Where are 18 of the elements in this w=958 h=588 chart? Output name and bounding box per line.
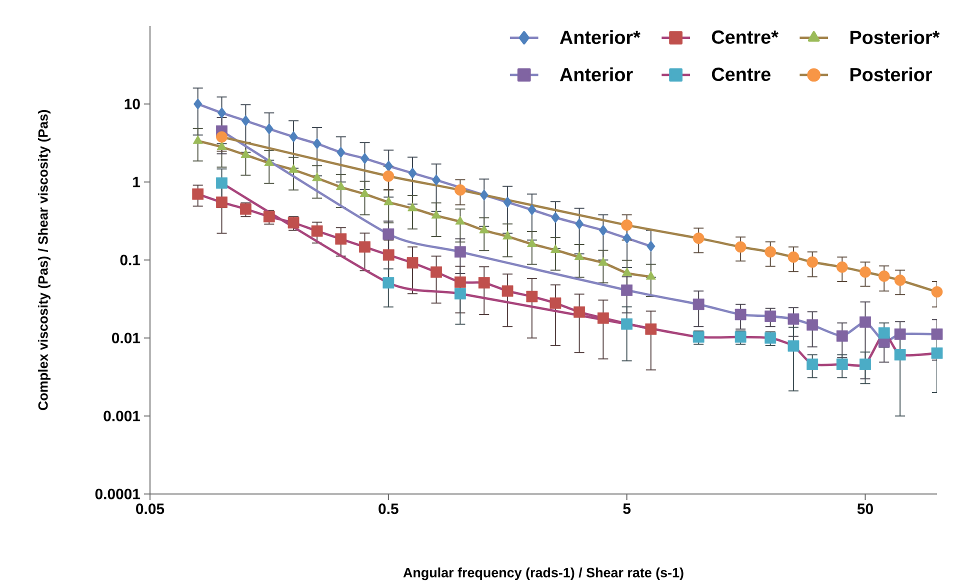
x-tick-label: 5 xyxy=(623,504,631,514)
legend-label: Posterior* xyxy=(850,30,940,44)
x-tick-label: 0.5 xyxy=(378,504,398,514)
legend-label: Posterior xyxy=(850,67,932,82)
x-axis-title: Angular frequency (rads-1) / Shear rate (s-1) xyxy=(403,568,684,580)
x-tick-label: 0.05 xyxy=(136,504,164,514)
y-tick-label: 1 xyxy=(133,176,140,188)
legend-label: Anterior xyxy=(560,67,633,82)
y-tick-label: 0.1 xyxy=(120,254,140,266)
y-tick-label: 0.01 xyxy=(112,332,140,344)
y-tick-label: 0.0001 xyxy=(95,488,140,500)
x-tick-label: 50 xyxy=(857,504,873,514)
y-tick-label: 10 xyxy=(124,98,140,110)
legend-label: Anterior* xyxy=(560,30,640,44)
legend-label: Centre xyxy=(712,68,770,82)
y-axis-title: Complex viscosity (Pas) / Shear viscosity (Pas) xyxy=(38,110,50,410)
legend-label: Centre* xyxy=(712,30,778,44)
y-tick-label: 0.001 xyxy=(104,410,140,422)
